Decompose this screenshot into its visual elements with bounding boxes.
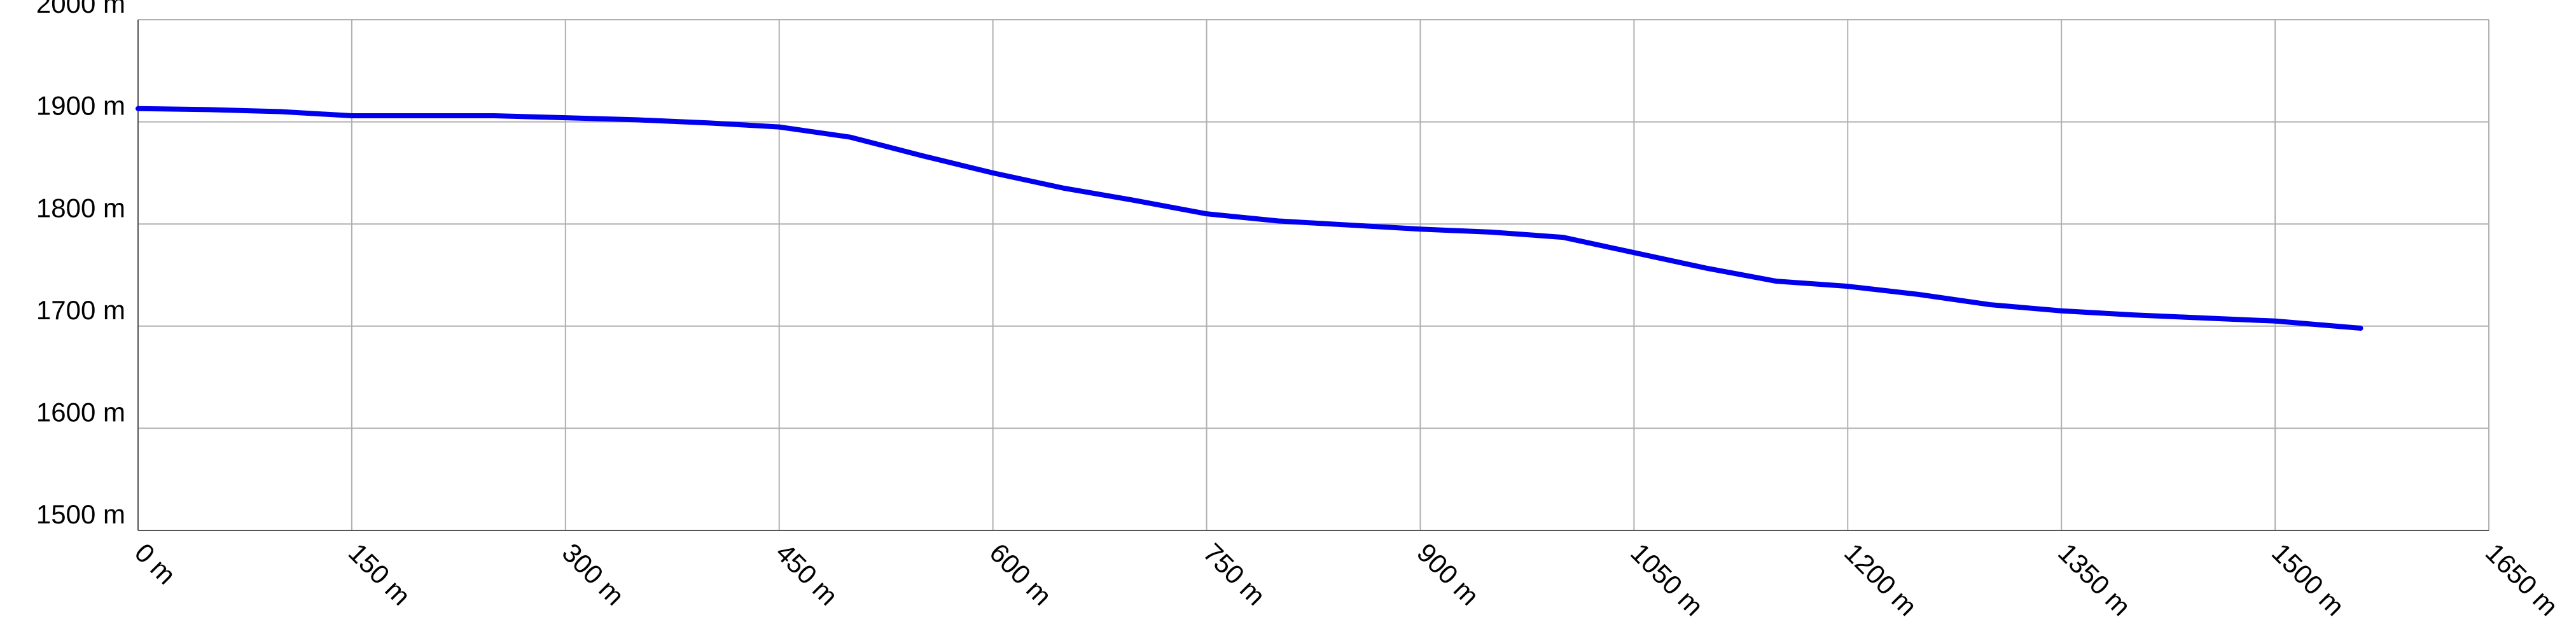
x-tick-label: 300 m	[557, 537, 630, 611]
x-tick-label: 1500 m	[2266, 537, 2350, 621]
y-tick-label: 1700 m	[36, 295, 125, 325]
x-tick-label: 750 m	[1197, 537, 1271, 611]
x-tick-label: 1200 m	[1839, 537, 1923, 621]
y-tick-label: 1500 m	[36, 499, 125, 529]
x-tick-label: 600 m	[984, 537, 1057, 611]
x-tick-label: 1050 m	[1625, 537, 1709, 621]
x-tick-label: 450 m	[770, 537, 844, 611]
y-tick-label: 1900 m	[36, 91, 125, 121]
x-tick-label: 1350 m	[2052, 537, 2136, 621]
x-tick-label: 0 m	[129, 537, 182, 590]
x-tick-label: 900 m	[1411, 537, 1485, 611]
y-tick-label: 1800 m	[36, 193, 125, 223]
y-tick-label: 2000 m	[36, 0, 125, 18]
x-tick-label: 150 m	[343, 537, 417, 611]
y-tick-label: 1600 m	[36, 397, 125, 427]
elevation-line	[136, 106, 2364, 331]
x-tick-label: 1650 m	[2480, 537, 2564, 621]
